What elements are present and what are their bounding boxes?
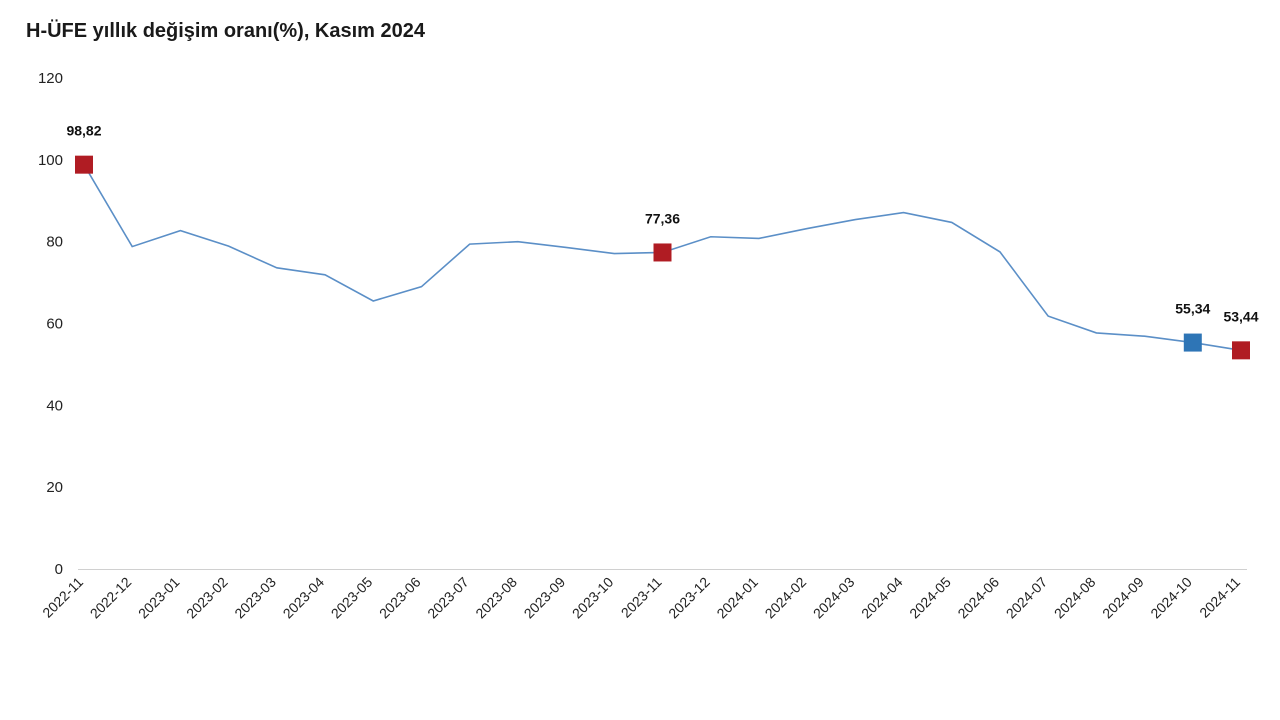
y-tick-label: 0 bbox=[55, 561, 63, 578]
x-tick-label: 2024-01 bbox=[713, 574, 761, 622]
x-tick-label: 2023-05 bbox=[328, 574, 376, 622]
y-tick-label: 80 bbox=[46, 234, 63, 251]
x-axis-ticks: 2022-11 2022-12 2023-01 2023-02 2023-03 2023-… bbox=[39, 574, 1243, 622]
x-tick-label: 2024-04 bbox=[858, 574, 906, 622]
data-point-marker bbox=[1232, 341, 1250, 360]
data-label: 55,34 bbox=[1175, 301, 1210, 317]
x-tick-label: 2022-11 bbox=[39, 574, 86, 621]
x-tick-label: 2023-10 bbox=[569, 574, 617, 622]
data-point-marker bbox=[1183, 333, 1202, 352]
y-tick-label: 40 bbox=[46, 397, 63, 414]
x-tick-label: 2023-04 bbox=[280, 574, 328, 622]
x-tick-label: 2023-09 bbox=[521, 574, 569, 622]
x-tick-label: 2024-07 bbox=[1003, 574, 1051, 622]
y-tick-label: 20 bbox=[46, 479, 63, 496]
x-tick-label: 2024-06 bbox=[954, 574, 1002, 622]
x-tick-label: 2023-06 bbox=[376, 574, 424, 622]
y-axis-ticks: 0 20 40 60 80 100 120 bbox=[38, 70, 63, 578]
y-tick-label: 60 bbox=[46, 316, 63, 333]
x-tick-label: 2023-12 bbox=[665, 574, 713, 622]
y-tick-label: 120 bbox=[38, 70, 63, 87]
x-tick-label: 2023-07 bbox=[424, 574, 472, 622]
x-tick-label: 2022-12 bbox=[87, 574, 135, 622]
highlight-markers: 98,82 77,36 55,34 53,44 bbox=[66, 123, 1259, 360]
data-label: 98,82 bbox=[66, 123, 101, 139]
data-point-marker bbox=[75, 155, 93, 174]
x-tick-label: 2024-08 bbox=[1051, 574, 1099, 622]
x-tick-label: 2023-02 bbox=[183, 574, 231, 622]
x-tick-label: 2024-03 bbox=[810, 574, 858, 622]
x-tick-label: 2024-09 bbox=[1099, 574, 1147, 622]
y-tick-label: 100 bbox=[38, 152, 63, 169]
data-point-marker bbox=[653, 243, 672, 262]
x-tick-label: 2023-08 bbox=[472, 574, 520, 622]
x-tick-label: 2024-11 bbox=[1196, 574, 1243, 621]
data-label: 77,36 bbox=[645, 210, 680, 226]
x-tick-label: 2023-03 bbox=[231, 574, 279, 622]
x-tick-label: 2023-11 bbox=[618, 574, 665, 621]
data-label: 53,44 bbox=[1223, 308, 1258, 324]
x-tick-label: 2023-01 bbox=[135, 574, 183, 622]
x-tick-label: 2024-02 bbox=[762, 574, 810, 622]
chart-title: H-ÜFE yıllık değişim oranı(%), Kasım 202… bbox=[26, 20, 426, 42]
x-tick-label: 2024-05 bbox=[906, 574, 954, 622]
x-tick-label: 2024-10 bbox=[1147, 574, 1195, 622]
